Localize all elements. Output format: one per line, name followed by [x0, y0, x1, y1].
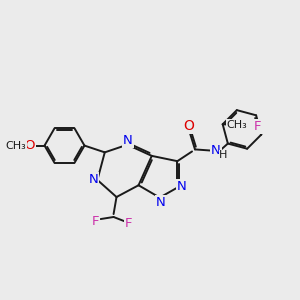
Text: H: H [219, 150, 227, 160]
Text: F: F [125, 217, 133, 230]
Text: F: F [92, 215, 99, 228]
Text: O: O [25, 139, 35, 152]
Text: N: N [177, 180, 187, 193]
Text: O: O [183, 119, 194, 133]
Text: CH₃: CH₃ [226, 120, 247, 130]
Text: N: N [123, 134, 133, 147]
Text: N: N [156, 196, 166, 209]
Text: N: N [211, 144, 221, 157]
Text: N: N [88, 173, 98, 186]
Text: F: F [254, 120, 262, 133]
Text: CH₃: CH₃ [5, 141, 26, 151]
